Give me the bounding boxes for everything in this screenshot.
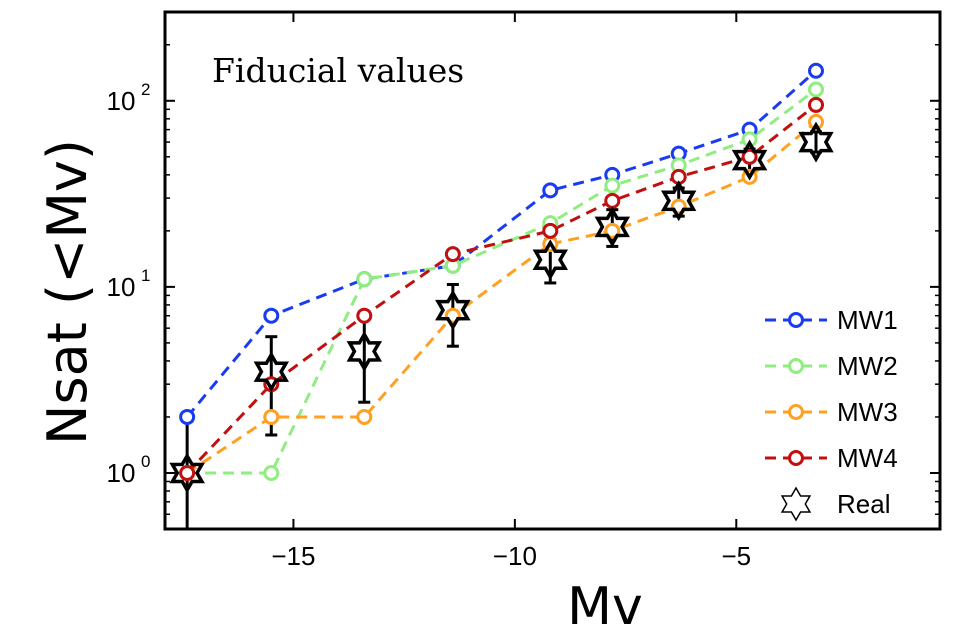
legend-marker-real-star bbox=[780, 486, 812, 522]
marker-mw4 bbox=[356, 307, 373, 324]
marker-real-star bbox=[660, 180, 697, 222]
x-tick-label: −15 bbox=[271, 541, 315, 571]
marker-real-star bbox=[253, 351, 290, 393]
marker-mw2 bbox=[263, 464, 280, 481]
annotation-text: Fiducial values bbox=[212, 51, 464, 90]
marker-mw1 bbox=[179, 408, 196, 425]
y-tick-exponent: 2 bbox=[141, 80, 150, 99]
marker-mw4 bbox=[542, 222, 559, 239]
axis-ticks: −15 −10 −5 10 0 10 1 10 2 bbox=[107, 12, 940, 571]
marker-mw2 bbox=[808, 81, 824, 98]
marker-real-star bbox=[435, 289, 471, 331]
marker-mw4 bbox=[741, 148, 758, 165]
legend-marker-mw3 bbox=[788, 404, 804, 420]
marker-mw3 bbox=[356, 408, 373, 425]
legend-marker-mw2 bbox=[788, 358, 804, 374]
marker-mw2 bbox=[356, 271, 373, 288]
marker-real-star bbox=[532, 239, 569, 281]
y-tick-exponent: 0 bbox=[141, 452, 150, 471]
marker-mw4 bbox=[444, 246, 461, 263]
series-lines bbox=[185, 69, 817, 475]
legend-label-mw1: MW1 bbox=[837, 305, 898, 335]
legend-marker-mw1 bbox=[788, 312, 804, 328]
marker-real-star bbox=[594, 206, 631, 248]
marker-mw1 bbox=[808, 62, 824, 79]
x-tick-label: −10 bbox=[493, 541, 537, 571]
series-line-mw4 bbox=[186, 103, 817, 475]
y-tick-label: 10 bbox=[107, 458, 136, 488]
marker-real-star bbox=[169, 452, 205, 494]
legend: MW1 MW2 MW3 MW4 Real bbox=[765, 305, 898, 522]
marker-mw2 bbox=[604, 177, 621, 194]
marker-mw4 bbox=[179, 464, 196, 481]
x-tick-label: −5 bbox=[721, 541, 751, 571]
legend-label-real: Real bbox=[837, 489, 890, 519]
marker-mw1 bbox=[263, 307, 280, 324]
series-markers bbox=[169, 62, 834, 494]
series-line-mw1 bbox=[185, 69, 817, 418]
marker-mw3 bbox=[263, 408, 280, 425]
y-axis-label: Nsat (<Mv) bbox=[36, 139, 99, 445]
y-tick-label: 10 bbox=[107, 86, 136, 116]
marker-real-star bbox=[731, 139, 768, 181]
marker-real-star bbox=[346, 330, 383, 372]
legend-label-mw2: MW2 bbox=[837, 351, 898, 381]
y-tick-exponent: 1 bbox=[141, 266, 150, 285]
marker-mw4 bbox=[808, 96, 824, 113]
marker-real-star bbox=[798, 121, 834, 163]
marker-mw4 bbox=[604, 192, 621, 209]
legend-label-mw4: MW4 bbox=[837, 443, 898, 473]
legend-label-mw3: MW3 bbox=[837, 397, 898, 427]
marker-mw1 bbox=[542, 182, 559, 199]
plot-frame bbox=[163, 10, 942, 531]
x-axis-label: Mv bbox=[567, 577, 643, 630]
series-line-mw3 bbox=[186, 120, 817, 475]
y-tick-label: 10 bbox=[107, 272, 136, 302]
marker-mw3 bbox=[604, 222, 621, 239]
legend-marker-mw4 bbox=[788, 450, 804, 466]
